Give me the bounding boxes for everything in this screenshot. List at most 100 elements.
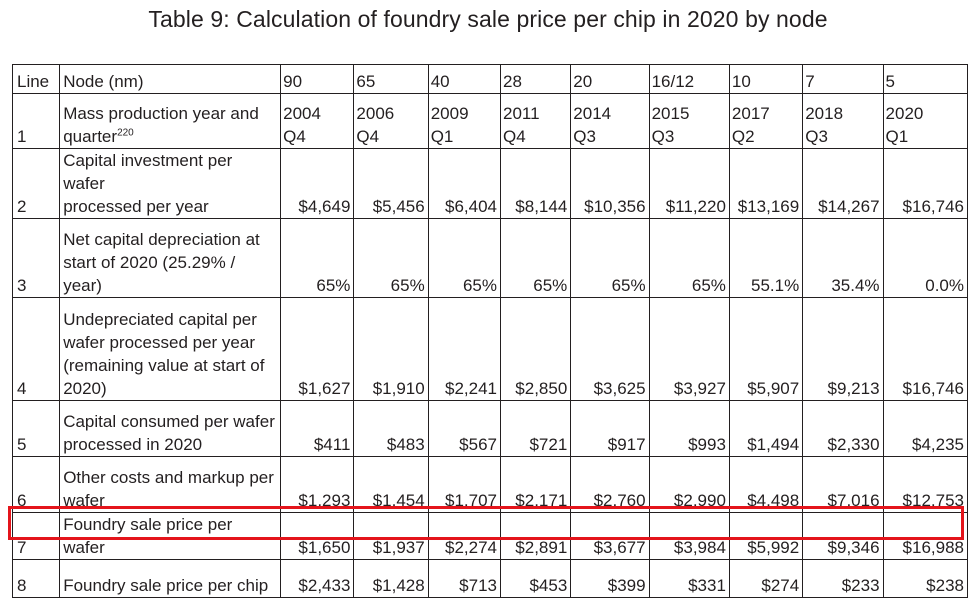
- table-title: Table 9: Calculation of foundry sale pri…: [148, 6, 828, 32]
- cell: $16,746: [882, 148, 969, 219]
- header-node-20: 20: [570, 64, 650, 94]
- row-7-highlight-box: [8, 506, 964, 540]
- table-row-7: 7 Foundry sale price per wafer $1,650 $1…: [11, 512, 969, 560]
- row-label: Net capital depreciation at start of 2020…: [59, 218, 282, 298]
- cell: 65%: [570, 218, 650, 298]
- cell: $9,346: [802, 512, 884, 560]
- cell: $4,498: [728, 456, 804, 513]
- cell: $16,988: [882, 512, 969, 560]
- cell: $1,293: [280, 456, 355, 513]
- header-node-40: 40: [427, 64, 502, 94]
- cell: 2014 Q3: [570, 93, 650, 149]
- cell: $2,990: [648, 456, 730, 513]
- cell: $2,760: [570, 456, 650, 513]
- cell: 2015 Q3: [648, 93, 730, 149]
- line-number: 2: [11, 148, 61, 219]
- cell: 65%: [648, 218, 730, 298]
- cell: $411: [280, 400, 355, 457]
- cell: $16,746: [882, 297, 969, 401]
- cell: $4,649: [280, 148, 355, 219]
- header-node-28: 28: [499, 64, 572, 94]
- header-node-10: 10: [728, 64, 804, 94]
- cell: $4,235: [882, 400, 969, 457]
- cell: 2006 Q4: [353, 93, 429, 149]
- cell: $1,707: [427, 456, 502, 513]
- row-label: Foundry sale price per wafer: [59, 512, 282, 560]
- cell: $5,992: [728, 512, 804, 560]
- header-node: Node (nm): [59, 64, 282, 94]
- cell: 2018 Q3: [802, 93, 884, 149]
- table-row-1: 1 Mass production year and quarter220 200…: [11, 93, 969, 149]
- cell: $2,891: [499, 512, 572, 560]
- cell: $7,016: [802, 456, 884, 513]
- cell: $5,456: [353, 148, 429, 219]
- row-label: Capital consumed per wafer processed in 2…: [59, 400, 282, 457]
- cell: 0.0%: [882, 218, 969, 298]
- cell: $331: [648, 559, 730, 598]
- line-number: 6: [11, 456, 61, 513]
- table-row-4: 4 Undepreciated capital per wafer process…: [11, 297, 969, 401]
- table-row-5: 5 Capital consumed per wafer processed in…: [11, 400, 969, 457]
- line-number: 3: [11, 218, 61, 298]
- cell: $274: [728, 559, 804, 598]
- cell: 55.1%: [728, 218, 804, 298]
- header-row: Line Node (nm) 90 65 40 28 20 16/12 10 7…: [11, 64, 969, 94]
- foundry-price-table: Line Node (nm) 90 65 40 28 20 16/12 10 7…: [11, 64, 969, 598]
- cell: $1,494: [728, 400, 804, 457]
- cell: 2004 Q4: [280, 93, 355, 149]
- cell: $2,330: [802, 400, 884, 457]
- table-row-3: 3 Net capital depreciation at start of 20…: [11, 218, 969, 298]
- cell: $2,433: [280, 559, 355, 598]
- line-number: 7: [11, 512, 61, 560]
- line-number: 1: [11, 93, 61, 149]
- header-node-16-12: 16/12: [648, 64, 730, 94]
- cell: $917: [570, 400, 650, 457]
- cell: $10,356: [570, 148, 650, 219]
- table-row-6: 6 Other costs and markup per wafer $1,293…: [11, 456, 969, 513]
- cell: 2020 Q1: [882, 93, 969, 149]
- cell: $483: [353, 400, 429, 457]
- cell: $713: [427, 559, 502, 598]
- header-node-5: 5: [882, 64, 969, 94]
- cell: $2,274: [427, 512, 502, 560]
- cell: $6,404: [427, 148, 502, 219]
- row-label: Mass production year and quarter220: [59, 93, 282, 149]
- header-node-7: 7: [802, 64, 884, 94]
- cell: $233: [802, 559, 884, 598]
- cell: $453: [499, 559, 572, 598]
- cell: $3,625: [570, 297, 650, 401]
- cell: $13,169: [728, 148, 804, 219]
- cell: $721: [499, 400, 572, 457]
- cell: $1,454: [353, 456, 429, 513]
- cell: 35.4%: [802, 218, 884, 298]
- cell: 2011 Q4: [499, 93, 572, 149]
- cell: $2,241: [427, 297, 502, 401]
- cell: $2,850: [499, 297, 572, 401]
- cell: $9,213: [802, 297, 884, 401]
- cell: $1,937: [353, 512, 429, 560]
- row-label: Foundry sale price per chip: [59, 559, 282, 598]
- cell: 65%: [353, 218, 429, 298]
- row-label: Other costs and markup per wafer: [59, 456, 282, 513]
- row-label: Capital investment per wafer processed pe…: [59, 148, 282, 219]
- cell: $1,910: [353, 297, 429, 401]
- cell: $11,220: [648, 148, 730, 219]
- cell: $2,171: [499, 456, 572, 513]
- cell: $3,984: [648, 512, 730, 560]
- table-row-2: 2 Capital investment per wafer processed …: [11, 148, 969, 219]
- cell: 2017 Q2: [728, 93, 804, 149]
- cell: 65%: [427, 218, 502, 298]
- row-label: Undepreciated capital per wafer processed…: [59, 297, 282, 401]
- cell: $993: [648, 400, 730, 457]
- cell: $567: [427, 400, 502, 457]
- cell: $238: [882, 559, 969, 598]
- header-line: Line: [11, 64, 61, 94]
- cell: $1,428: [353, 559, 429, 598]
- cell: $399: [570, 559, 650, 598]
- cell: $3,927: [648, 297, 730, 401]
- line-number: 8: [11, 559, 61, 598]
- cell: $5,907: [728, 297, 804, 401]
- line-number: 5: [11, 400, 61, 457]
- header-node-90: 90: [280, 64, 355, 94]
- cell: 2009 Q1: [427, 93, 502, 149]
